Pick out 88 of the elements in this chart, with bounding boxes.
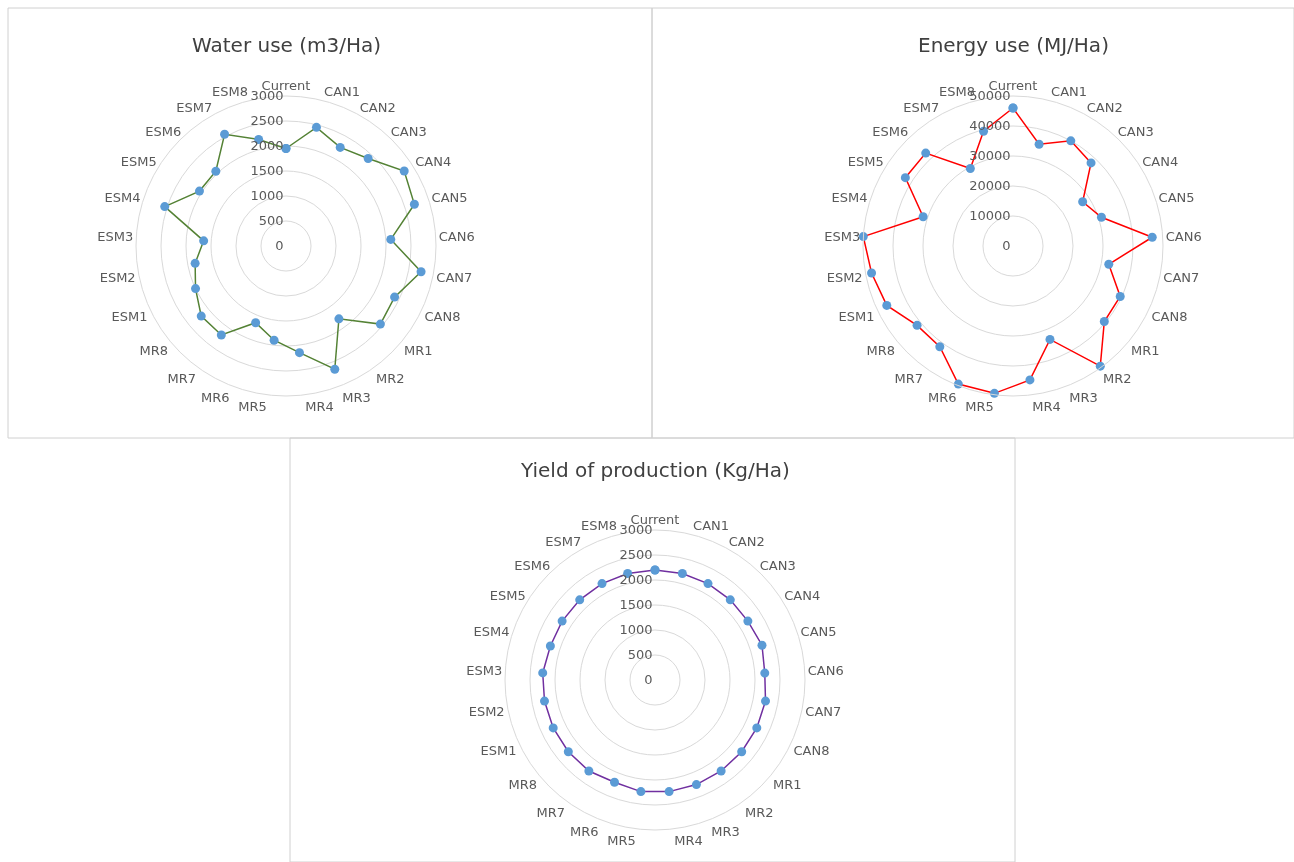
y-tick-label: 0 bbox=[275, 238, 284, 254]
y-tick-label: 1500 bbox=[250, 163, 284, 179]
spoke-label: ESM3 bbox=[824, 228, 861, 244]
spoke-label: CAN2 bbox=[728, 533, 765, 549]
spoke-label: MR8 bbox=[508, 777, 538, 793]
spoke-label: MR3 bbox=[711, 824, 740, 840]
chart-title: Water use (m3/Ha) bbox=[192, 33, 382, 57]
spoke-label: CAN5 bbox=[800, 624, 837, 640]
spoke-label: ESM4 bbox=[831, 190, 868, 206]
spoke-label: MR5 bbox=[607, 833, 636, 849]
spoke-label: CAN4 bbox=[1142, 154, 1179, 170]
spoke-label: MR1 bbox=[772, 777, 802, 793]
spoke-label: ESM3 bbox=[466, 662, 503, 678]
spoke-label: CAN7 bbox=[805, 703, 842, 719]
spoke-label: CAN2 bbox=[359, 99, 396, 115]
spoke-label: ESM5 bbox=[847, 154, 884, 170]
spoke-label: ESM1 bbox=[838, 308, 875, 324]
spoke-label: ESM8 bbox=[580, 518, 617, 534]
spoke-label: ESM6 bbox=[514, 557, 551, 573]
spoke-label: CAN7 bbox=[1163, 269, 1200, 285]
spoke-label: MR2 bbox=[1102, 371, 1132, 387]
spoke-label: MR7 bbox=[894, 371, 924, 387]
spoke-label: MR6 bbox=[201, 390, 230, 406]
spoke-label: CAN8 bbox=[424, 308, 461, 324]
spoke-label: MR5 bbox=[965, 399, 994, 415]
spoke-label: ESM5 bbox=[489, 588, 526, 604]
chart-title: Energy use (MJ/Ha) bbox=[918, 33, 1109, 57]
spoke-label: MR8 bbox=[866, 343, 896, 359]
spoke-label: CAN3 bbox=[1117, 123, 1154, 139]
spoke-label: ESM6 bbox=[872, 123, 909, 139]
spoke-label: ESM4 bbox=[104, 190, 141, 206]
spoke-label: MR4 bbox=[674, 833, 703, 849]
spoke-label: ESM8 bbox=[211, 84, 248, 100]
spoke-label: CAN5 bbox=[431, 190, 468, 206]
spoke-label: ESM5 bbox=[120, 154, 157, 170]
spoke-label: CAN3 bbox=[759, 557, 796, 573]
spoke-label: CAN6 bbox=[1165, 228, 1202, 244]
spoke-label: ESM2 bbox=[826, 269, 863, 285]
spoke-label: ESM1 bbox=[111, 308, 148, 324]
y-tick-label: 20000 bbox=[969, 178, 1011, 194]
y-tick-label: 2500 bbox=[250, 113, 284, 129]
y-tick-label: 2000 bbox=[619, 572, 653, 588]
y-tick-label: 1000 bbox=[619, 622, 653, 638]
spoke-label: ESM4 bbox=[473, 624, 510, 640]
spoke-label: MR5 bbox=[238, 399, 267, 415]
spoke-label: MR3 bbox=[1069, 390, 1098, 406]
y-tick-label: 10000 bbox=[969, 208, 1011, 224]
y-tick-label: 2500 bbox=[619, 547, 653, 563]
spoke-label: ESM3 bbox=[97, 228, 134, 244]
spoke-label: CAN1 bbox=[324, 84, 361, 100]
spoke-label: CAN1 bbox=[693, 518, 730, 534]
spoke-label: CAN1 bbox=[1051, 84, 1088, 100]
spoke-label: ESM6 bbox=[145, 123, 182, 139]
y-tick-label: 1000 bbox=[250, 188, 284, 204]
y-tick-label: 1500 bbox=[619, 597, 653, 613]
spoke-label: CAN6 bbox=[807, 662, 844, 678]
spoke-label: ESM7 bbox=[545, 533, 582, 549]
spoke-label: MR2 bbox=[744, 805, 774, 821]
spoke-label: CAN4 bbox=[415, 154, 452, 170]
spoke-label: MR8 bbox=[139, 343, 169, 359]
spoke-label: MR7 bbox=[536, 805, 566, 821]
spoke-label: CAN3 bbox=[390, 123, 427, 139]
spoke-label: MR2 bbox=[375, 371, 405, 387]
spoke-label: ESM7 bbox=[176, 99, 213, 115]
spoke-label: MR6 bbox=[570, 824, 599, 840]
spoke-label: MR7 bbox=[167, 371, 197, 387]
spoke-label: CAN2 bbox=[1086, 99, 1123, 115]
spoke-label: CAN7 bbox=[436, 269, 473, 285]
spoke-label: CAN8 bbox=[793, 742, 830, 758]
y-tick-label: 0 bbox=[1002, 238, 1011, 254]
y-tick-label: 0 bbox=[644, 672, 653, 688]
spoke-label: ESM2 bbox=[99, 269, 136, 285]
spoke-label: ESM2 bbox=[468, 703, 505, 719]
spoke-label: MR6 bbox=[928, 390, 957, 406]
spoke-label: MR1 bbox=[403, 343, 433, 359]
spoke-label: ESM1 bbox=[480, 742, 517, 758]
chart-title: Yield of production (Kg/Ha) bbox=[520, 458, 790, 482]
spoke-label: MR4 bbox=[1032, 399, 1061, 415]
spoke-label: CAN4 bbox=[784, 588, 821, 604]
spoke-label: MR3 bbox=[342, 390, 371, 406]
spoke-label: MR1 bbox=[1130, 343, 1160, 359]
y-tick-label: 500 bbox=[627, 647, 653, 663]
spoke-label: MR4 bbox=[305, 399, 334, 415]
spoke-label: CAN5 bbox=[1158, 190, 1195, 206]
spoke-label: CAN8 bbox=[1151, 308, 1188, 324]
spoke-label: CAN6 bbox=[438, 228, 475, 244]
y-tick-label: 500 bbox=[258, 213, 284, 229]
spoke-label: ESM7 bbox=[903, 99, 940, 115]
